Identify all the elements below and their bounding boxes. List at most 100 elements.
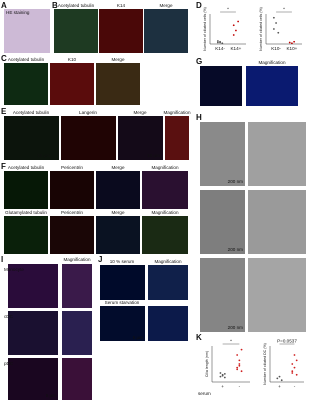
micrograph [148, 306, 188, 341]
panel-label: 200 nm [228, 179, 243, 184]
panel-letter: E [1, 107, 7, 116]
micrograph [96, 171, 140, 209]
panel-label: Pericentrin [61, 165, 83, 170]
data-point [291, 363, 294, 365]
panel-label: Langerin [79, 110, 97, 115]
panel-label: serum [198, 391, 211, 396]
panel-letter: C [1, 54, 7, 63]
micrograph [248, 122, 306, 186]
micrograph [4, 116, 59, 160]
y-axis-label: Number of ciliated cells (%) [259, 7, 263, 51]
data-point [277, 31, 280, 34]
significance: * [230, 339, 232, 344]
data-point [272, 28, 275, 30]
data-point [291, 370, 294, 373]
x-label: + [221, 384, 224, 389]
data-point [235, 29, 237, 32]
panel-letter: K [196, 333, 202, 342]
panel-label: Merge [111, 210, 124, 215]
micrograph [248, 258, 306, 332]
x-label: K10+ [286, 46, 297, 51]
micrograph [50, 171, 94, 209]
data-point [293, 354, 296, 356]
data-point [238, 359, 241, 362]
panel-label: Merge [111, 57, 124, 62]
micrograph [50, 216, 94, 254]
panel-label: Acetylated tubulin [8, 57, 45, 62]
data-point [219, 41, 221, 44]
micrograph [4, 63, 48, 105]
panel-label: 200 nm [228, 247, 243, 252]
data-point [276, 377, 279, 380]
micrograph [96, 216, 140, 254]
micrograph [8, 264, 58, 308]
data-point [223, 373, 226, 375]
panel-label: cDC [4, 314, 14, 319]
panel-label: Magnification [163, 110, 191, 115]
data-point [219, 375, 222, 378]
panel-label: Acetylated tubulin [58, 3, 95, 8]
y-axis-label: Cilia length (nm) [205, 351, 209, 377]
data-point [240, 370, 243, 373]
x-label: K14+ [230, 46, 241, 51]
data-point [236, 354, 239, 356]
data-point [216, 41, 219, 44]
panel-label: K14 [117, 3, 126, 8]
micrograph [200, 122, 245, 186]
y-axis-label: Number of ciliated cells (%) [203, 7, 207, 51]
micrograph [248, 190, 306, 254]
data-point [232, 24, 235, 27]
data-point [240, 348, 243, 351]
panel-label: Merge [133, 110, 146, 115]
panel-label: HE staining [6, 10, 30, 15]
micrograph [246, 66, 298, 106]
panel-letter: H [196, 113, 202, 122]
data-point [221, 42, 224, 45]
panel-label: 5 μm [46, 393, 56, 398]
x-label: - [294, 384, 296, 389]
data-point [291, 42, 293, 45]
micrograph [61, 116, 116, 160]
panel-label: Serum starvation [105, 300, 140, 305]
panel-label: Magnification [63, 257, 91, 262]
micrograph [62, 264, 92, 308]
panel-label: Acetylated tubulin [8, 165, 45, 170]
data-point [237, 20, 240, 23]
panel-label: Magnification [258, 60, 286, 65]
significance: P=0.0537 [277, 339, 297, 344]
panel-label: 5 μm [133, 335, 143, 340]
x-label: K14- [215, 46, 225, 51]
panel-label: 200 nm [228, 325, 243, 330]
data-point [236, 368, 239, 371]
micrograph [8, 311, 58, 355]
micrograph [142, 216, 188, 254]
micrograph [4, 9, 50, 53]
micrograph [96, 63, 140, 105]
data-point [238, 363, 241, 365]
panel-label: Merge [159, 3, 172, 8]
panel-label: Glutamylated tubulin [5, 210, 47, 215]
panel-label: Magnification [151, 165, 179, 170]
x-label: - [239, 384, 241, 389]
micrograph [54, 9, 98, 53]
micrograph [144, 9, 188, 53]
micrograph [165, 116, 189, 160]
micrograph [4, 171, 48, 209]
data-point [232, 34, 235, 36]
micrograph [148, 265, 188, 300]
data-point [221, 374, 224, 377]
panel-label: 10 % serum [110, 259, 135, 264]
data-point [278, 375, 281, 378]
data-point [238, 364, 241, 367]
micrograph [200, 190, 245, 254]
panel-label: 10 μm [147, 153, 160, 158]
data-point [295, 373, 298, 376]
micrograph [100, 306, 145, 341]
panel-label: Monocyte [4, 267, 24, 272]
panel-label: Acetylated tubulin [13, 110, 50, 115]
data-point [295, 359, 298, 362]
panel-label: Magnification [154, 259, 182, 264]
panel-letter: I [1, 255, 3, 264]
data-point [293, 40, 296, 43]
